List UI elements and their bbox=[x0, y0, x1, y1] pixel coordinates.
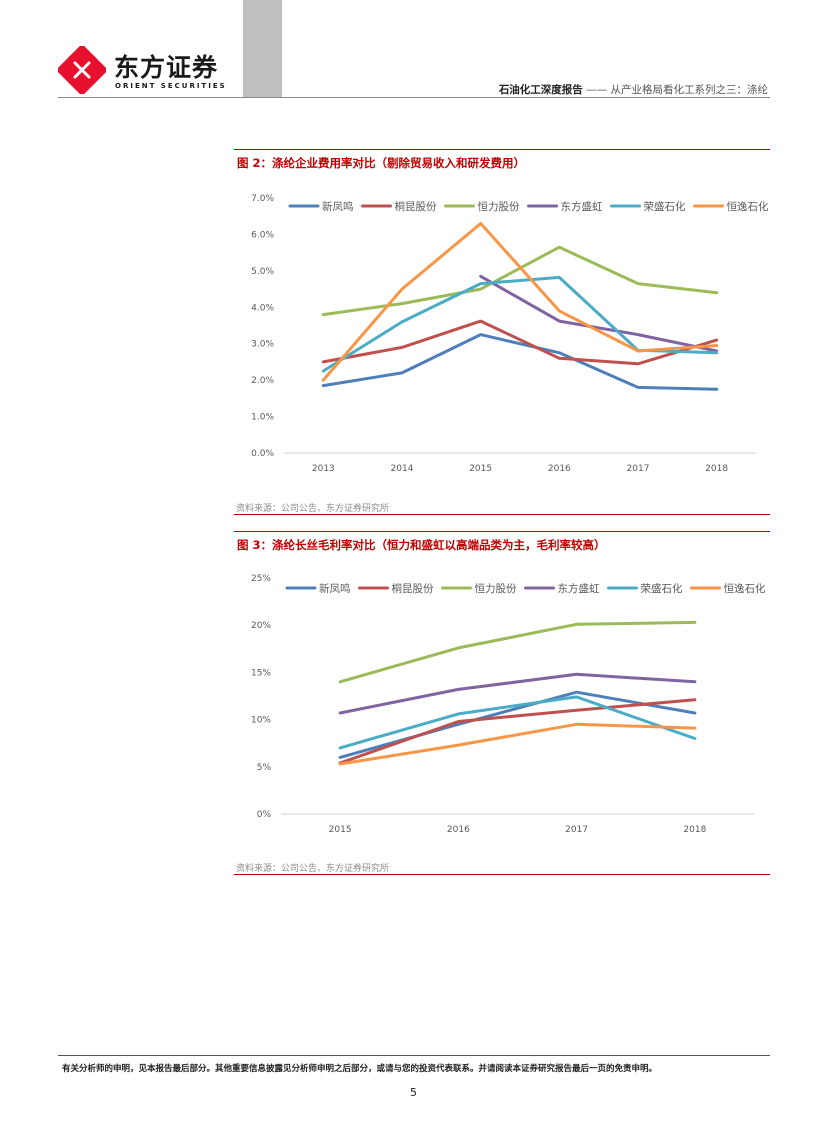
fig3-series-line-3 bbox=[338, 620, 697, 684]
fig3-y-tick-label: 5% bbox=[257, 763, 272, 773]
logo-chinese-name: 东方证券 bbox=[114, 53, 219, 82]
fig2-y-tick-label: 1.0% bbox=[251, 413, 274, 423]
fig2-series-line-1 bbox=[321, 333, 719, 391]
fig2-y-tick-label: 6.0% bbox=[251, 230, 274, 240]
figure-3-top-rule bbox=[234, 531, 770, 532]
fig3-y-tick-label: 20% bbox=[251, 621, 271, 631]
figure-3-title: 图 3：涤纶长丝毛利率对比（恒力和盛虹以高端品类为主，毛利率较高） bbox=[237, 538, 606, 552]
figure-2-bottom-rule bbox=[234, 514, 770, 515]
figure-2-source: 资料来源：公司公告、东方证券研究所 bbox=[236, 504, 390, 514]
figure-3-bottom-rule bbox=[234, 874, 770, 875]
fig2-series-line-2 bbox=[321, 319, 719, 366]
fig3-series-line-2 bbox=[338, 698, 697, 765]
logo-english-name: ORIENT SECURITIES bbox=[115, 82, 227, 90]
fig3-x-tick-label: 2016 bbox=[447, 825, 470, 835]
fig3-legend-label-5: 荣盛石化 bbox=[641, 582, 683, 595]
fig3-legend-label-3: 恒力股份 bbox=[475, 582, 517, 595]
fig3-x-tick-label: 2018 bbox=[683, 825, 706, 835]
fig3-y-tick-label: 0% bbox=[257, 810, 272, 820]
header-gray-tab bbox=[243, 0, 282, 98]
fig3-x-tick-label: 2017 bbox=[565, 825, 588, 835]
fig2-legend-label-4: 东方盛虹 bbox=[561, 200, 603, 213]
report-type: 石油化工深度报告 bbox=[498, 84, 583, 96]
fig3-legend-label-2: 桐昆股份 bbox=[392, 582, 434, 595]
fig3-legend-label-1: 新凤鸣 bbox=[319, 582, 351, 595]
fig3-y-tick-label: 25% bbox=[251, 574, 271, 584]
fig2-x-tick-label: 2018 bbox=[705, 464, 728, 474]
figure-3-chart: 0% 5% 10% 15% 20% 25% 2015 2016 2017 2018 新凤鸣 桐昆股份 恒… bbox=[251, 574, 766, 835]
fig2-y-tick-label: 0.0% bbox=[251, 449, 274, 459]
header-separator: —— bbox=[586, 84, 608, 96]
company-logo: 东方证券 ORIENT SECURITIES bbox=[58, 46, 225, 94]
fig2-series-line-6 bbox=[321, 222, 719, 382]
fig2-series-line-4 bbox=[479, 274, 719, 353]
footer-divider bbox=[58, 1055, 770, 1056]
fig2-legend-label-5: 荣盛石化 bbox=[644, 200, 686, 213]
fig3-legend-label-6: 恒逸石化 bbox=[724, 582, 766, 595]
fig2-x-tick-label: 2017 bbox=[627, 464, 650, 474]
fig3-y-tick-label: 10% bbox=[251, 716, 271, 726]
footer-disclaimer: 有关分析师的申明，见本报告最后部分。其他重要信息披露见分析师申明之后部分，或请与… bbox=[62, 1064, 658, 1074]
fig3-legend-label-4: 东方盛虹 bbox=[558, 582, 600, 595]
fig3-series-line-6 bbox=[338, 722, 697, 766]
figure-2-top-rule bbox=[234, 149, 770, 150]
fig2-legend-label-2: 桐昆股份 bbox=[395, 200, 437, 213]
fig2-legend-label-3: 恒力股份 bbox=[478, 200, 520, 213]
fig2-y-tick-label: 2.0% bbox=[251, 376, 274, 386]
fig2-y-tick-label: 5.0% bbox=[251, 267, 274, 277]
fig2-y-tick-label: 3.0% bbox=[251, 340, 274, 350]
fig3-y-tick-label: 15% bbox=[251, 668, 271, 678]
figure-3-source: 资料来源：公司公告、东方证券研究所 bbox=[236, 864, 390, 874]
fig2-legend-label-1: 新凤鸣 bbox=[322, 200, 354, 213]
fig2-y-tick-label: 4.0% bbox=[251, 303, 274, 313]
fig2-x-tick-label: 2016 bbox=[548, 464, 571, 474]
fig3-series-line-5 bbox=[338, 695, 697, 750]
fig2-x-tick-label: 2013 bbox=[312, 464, 335, 474]
series-title: 从产业格局看化工系列之三：涤纶 bbox=[610, 84, 769, 96]
fig2-legend-label-6: 恒逸石化 bbox=[727, 200, 769, 213]
page-number: 5 bbox=[410, 1086, 417, 1099]
header-divider bbox=[58, 97, 770, 98]
fig2-x-tick-label: 2014 bbox=[391, 464, 414, 474]
fig2-x-tick-label: 2015 bbox=[469, 464, 492, 474]
report-header: 石油化工深度报告 —— 从产业格局看化工系列之三：涤纶 bbox=[499, 82, 768, 97]
orient-logo-icon bbox=[58, 46, 106, 94]
figure-2-title: 图 2：涤纶企业费用率对比（剔除贸易收入和研发费用） bbox=[237, 156, 526, 170]
fig3-series-line-4 bbox=[338, 672, 697, 715]
fig2-y-tick-label: 7.0% bbox=[251, 194, 274, 204]
fig3-x-tick-label: 2015 bbox=[329, 825, 352, 835]
figure-2-chart: 0.0% 1.0% 2.0% 3.0% 4.0% 5.0% 6.0% 7.0% 2013 2014… bbox=[251, 194, 769, 474]
